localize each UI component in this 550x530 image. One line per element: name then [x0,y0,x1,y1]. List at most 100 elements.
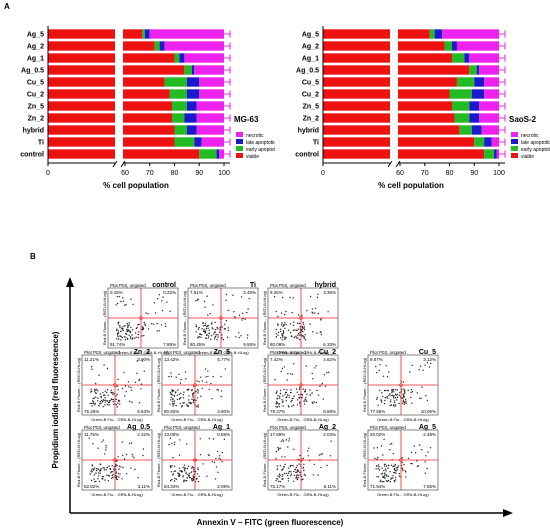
flow-event-dot [138,331,140,333]
category-label: Ag_5 [302,32,319,39]
flow-event-dot [143,370,145,372]
flow-event-dot [279,395,281,397]
flow-event-dot [293,363,295,365]
flow-event-dot [198,326,200,329]
flow-event-dot [134,332,137,334]
quadrant-lr-value: 7.89% [163,342,176,347]
legend-label: early apoptotic [246,147,275,153]
flow-event-dot [275,391,278,394]
flow-event-dot [96,388,98,390]
flow-event-dot [283,388,285,390]
flow-event-dot [223,438,226,440]
flow-event-dot [196,389,199,391]
flow-event-dot [108,465,110,467]
legend-label: late apoptotic [521,140,550,146]
flow-event-dot [293,336,295,339]
flow-event-dot [195,325,198,328]
flow-event-dot [128,324,130,326]
flow-event-dot [130,298,132,300]
bar-segment-late-apoptotic [186,89,200,99]
flow-event-dot [137,324,139,326]
flow-event-dot [399,392,401,394]
flow-event-dot [124,338,127,341]
flow-event-dot [381,401,383,403]
category-label: hybrid [23,128,44,135]
flow-event-dot [279,480,281,483]
flow-event-dot [282,395,284,397]
flow-event-dot [119,403,121,405]
flow-event-dot [376,447,378,449]
flow-event-dot [288,396,290,399]
flow-event-dot [199,333,202,335]
flow-event-dot [186,480,188,482]
gate-center-marker [299,458,303,462]
flow-event-dot [111,474,113,477]
flow-event-dot [179,474,181,477]
bar-segment-necrotic [491,137,499,147]
flow-event-dot [275,450,278,453]
flow-event-dot [93,478,95,480]
flow-event-dot [184,467,186,469]
flow-event-dot [323,374,326,376]
flow-event-dot [315,365,317,367]
flow-event-dot [227,309,229,312]
flow-event-dot [138,379,140,382]
flow-event-dot [93,390,96,392]
flow-event-dot [170,375,173,378]
flow-event-dot [385,474,387,476]
flow-plot-Zn_2: Plot P03, ungated Zn_2 11.21% 3.90% 75.26% 9.… [76,349,153,422]
flow-event-dot [289,465,291,468]
quadrant-ll-value: 80.92% [164,409,179,414]
category-label: Ag_0.5 [21,68,44,75]
flow-event-dot [321,453,323,455]
flow-event-dot [416,460,418,462]
flow-event-dot [181,405,184,407]
flow-event-dot [112,476,114,479]
flow-event-dot [376,458,378,460]
flow-event-dot [299,402,301,405]
flow-event-dot [416,392,418,394]
flow-event-dot [99,468,102,470]
flow-event-dot [140,383,143,385]
flow-event-dot [197,468,199,471]
flow-event-dot [227,329,230,332]
flow-event-dot [125,333,128,335]
flow-event-dot [383,476,385,478]
flow-event-dot [101,400,104,403]
legend-label: necrotic [521,133,539,139]
flow-event-dot [197,328,200,330]
flow-event-dot [199,454,202,456]
flow-event-dot [95,472,97,474]
category-label: Ag_1 [302,56,319,63]
flow-event-dot [302,335,304,337]
flow-event-dot [183,468,186,470]
flow-plot-Ti: Plot P03, ungated Ti 7.51% 2.49% 80.45% 9.55%… [182,282,259,355]
flow-event-dot [392,388,395,391]
flow-event-dot [293,448,295,450]
flow-event-dot [299,454,301,457]
bar-segment-late-apoptotic [471,125,482,135]
flow-event-dot [376,372,378,374]
flow-event-dot [397,465,400,467]
flow-event-dot [94,404,96,406]
bar-segment-necrotic [456,41,499,51]
flow-plot-x-label: Green-B Flu... GRN-B-HLog) [377,417,429,422]
flow-event-dot [382,375,385,377]
flow-event-dot [207,337,210,339]
flow-event-dot [136,372,138,374]
axis-break-gap [390,26,398,166]
flow-event-dot [326,464,328,467]
flow-event-dot [91,465,94,467]
flow-event-dot [171,442,173,445]
x-axis-title: % cell population [378,181,444,190]
flow-event-dot [291,397,294,400]
flow-event-dot [401,397,403,399]
quadrant-ul-value: 11.21% [84,357,99,362]
flow-event-dot [292,297,294,299]
flow-event-dot [419,365,422,367]
flow-event-dot [289,323,292,325]
flow-event-dot [293,395,295,397]
flow-plot-y-label: Red-B Fluore... (RED-B-HLog) [76,432,81,487]
flow-event-dot [392,404,395,407]
flow-event-dot [97,397,99,399]
